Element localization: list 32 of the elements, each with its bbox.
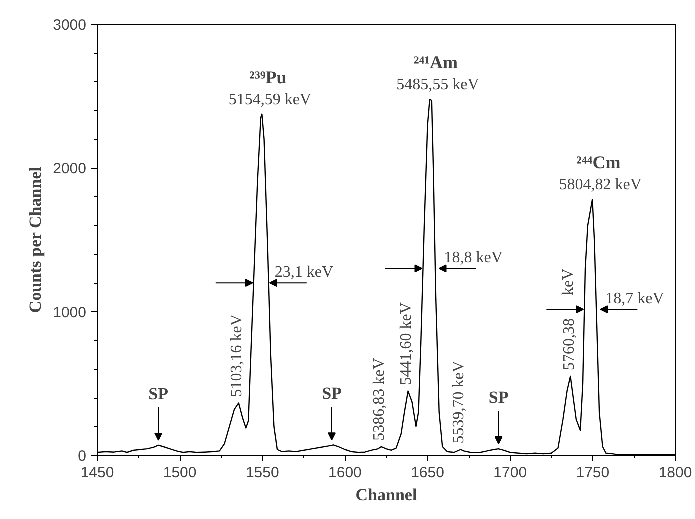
annotation: 5485,55 keV — [396, 76, 480, 94]
x-tick-label: 1800 — [658, 464, 692, 482]
x-tick-label: 1500 — [163, 464, 197, 482]
annotation: 5386,83 keV — [371, 358, 388, 441]
annotation: 18,7 keV — [606, 290, 665, 308]
annotation: ²⁴¹Am — [414, 52, 458, 73]
annotation: 5539,70 keV — [450, 360, 468, 444]
x-tick-label: 1550 — [246, 464, 280, 482]
x-axis-title: Channel — [356, 486, 418, 504]
x-tick-label: 1750 — [576, 464, 610, 482]
x-tick-label: 1700 — [494, 464, 528, 482]
x-tick-label: 1650 — [411, 464, 444, 482]
annotation: 23,1 keV — [274, 264, 334, 282]
y-tick-label: 2000 — [53, 160, 87, 178]
x-tick-label: 1600 — [328, 464, 362, 482]
y-axis-title: Counts per Channel — [26, 166, 46, 314]
annotation: keV — [560, 268, 578, 296]
annotation: 5760,38 — [561, 318, 578, 370]
annotation: 5103,16 keV — [228, 314, 246, 398]
x-tick-label: 1450 — [80, 464, 114, 482]
annotation: ²⁴⁴Cm — [576, 152, 621, 173]
annotation: SP — [148, 384, 169, 404]
annotation: 5804,82 keV — [559, 176, 642, 194]
y-tick-label: 0 — [78, 448, 86, 465]
annotation: SP — [322, 384, 342, 404]
annotation: 5154,59 keV — [228, 91, 312, 108]
annotation: SP — [488, 388, 509, 408]
y-tick-label: 3000 — [53, 17, 87, 34]
annotation: 18,8 keV — [444, 250, 504, 267]
annotation: 5441,60 keV — [398, 302, 415, 386]
annotation: ²³⁹Pu — [250, 67, 287, 88]
y-tick-label: 1000 — [53, 304, 87, 322]
